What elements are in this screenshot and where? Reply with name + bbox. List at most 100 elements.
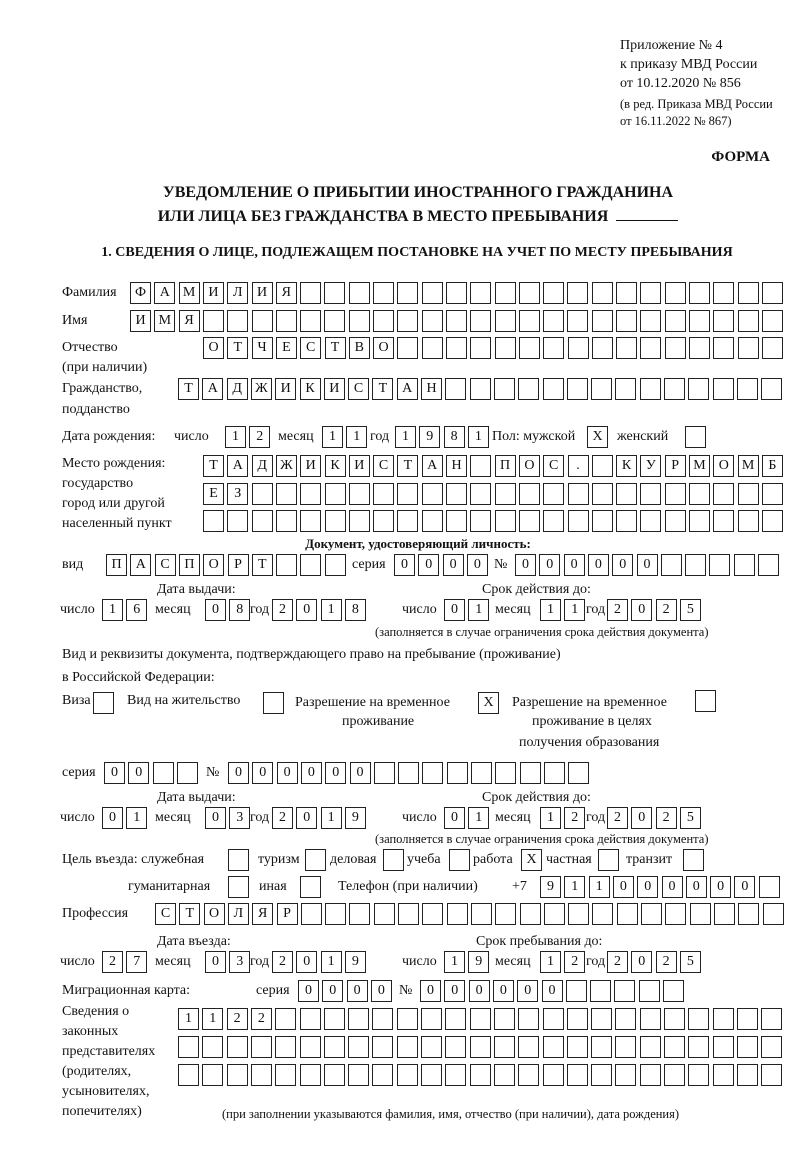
char-box[interactable]: 3 (229, 951, 251, 973)
char-box[interactable] (324, 483, 346, 505)
char-box[interactable] (493, 1036, 515, 1058)
checkbox-cell[interactable] (93, 692, 114, 714)
char-box[interactable]: 0 (468, 980, 490, 1002)
char-box[interactable]: Т (251, 554, 273, 576)
char-box[interactable] (639, 378, 661, 400)
char-box[interactable]: 1 (468, 807, 490, 829)
char-box[interactable]: А (130, 554, 152, 576)
char-box[interactable] (688, 310, 710, 332)
char-box[interactable]: 0 (205, 951, 226, 973)
char-box[interactable] (567, 510, 589, 532)
char-box[interactable] (494, 310, 516, 332)
char-box[interactable] (469, 1064, 491, 1086)
char-box[interactable] (542, 1008, 564, 1030)
char-box[interactable]: 0 (370, 980, 392, 1002)
char-box[interactable] (519, 903, 541, 925)
char-box[interactable]: 5 (679, 807, 701, 829)
char-box[interactable]: О (373, 337, 395, 359)
char-box[interactable]: 2 (272, 951, 293, 973)
char-box[interactable] (518, 282, 540, 304)
char-box[interactable] (761, 310, 783, 332)
char-box[interactable]: 0 (420, 980, 441, 1002)
char-box[interactable]: Н (446, 455, 467, 477)
char-box[interactable]: 0 (631, 599, 653, 621)
char-box[interactable] (567, 337, 589, 359)
char-box[interactable]: 2 (607, 807, 628, 829)
char-box[interactable] (640, 510, 662, 532)
char-box[interactable] (761, 510, 783, 532)
char-box[interactable]: 8 (344, 599, 366, 621)
char-box[interactable]: И (348, 455, 370, 477)
char-box[interactable]: . (567, 455, 589, 477)
char-box[interactable] (348, 310, 370, 332)
char-box[interactable] (494, 337, 516, 359)
char-box[interactable] (421, 1064, 442, 1086)
char-box[interactable] (543, 483, 565, 505)
char-box[interactable] (446, 762, 468, 784)
char-box[interactable]: 0 (661, 876, 683, 898)
char-box[interactable] (689, 337, 710, 359)
char-box[interactable]: 9 (540, 876, 561, 898)
char-box[interactable] (397, 337, 419, 359)
char-box[interactable] (397, 483, 419, 505)
char-box[interactable]: 1 (320, 807, 342, 829)
char-box[interactable]: 5 (679, 599, 701, 621)
char-box[interactable] (664, 337, 686, 359)
char-box[interactable] (470, 483, 492, 505)
char-box[interactable]: 3 (229, 807, 251, 829)
char-box[interactable]: 0 (492, 980, 514, 1002)
char-box[interactable]: Н (421, 378, 442, 400)
char-box[interactable]: 0 (205, 599, 226, 621)
char-box[interactable]: 0 (276, 762, 298, 784)
char-box[interactable]: 0 (612, 554, 634, 576)
char-box[interactable] (494, 483, 516, 505)
char-box[interactable] (372, 1036, 394, 1058)
char-box[interactable]: 1 (444, 951, 465, 973)
char-box[interactable] (421, 1008, 442, 1030)
char-box[interactable]: 1 (320, 951, 342, 973)
char-box[interactable] (469, 1036, 491, 1058)
char-box[interactable]: 0 (612, 876, 634, 898)
char-box[interactable] (590, 980, 612, 1002)
char-box[interactable] (616, 337, 638, 359)
char-box[interactable] (445, 282, 467, 304)
char-box[interactable] (712, 378, 734, 400)
char-box[interactable] (565, 980, 587, 1002)
char-box[interactable] (323, 1064, 345, 1086)
char-box[interactable] (543, 903, 565, 925)
char-box[interactable] (275, 483, 297, 505)
char-box[interactable] (614, 980, 636, 1002)
char-box[interactable] (300, 903, 322, 925)
char-box[interactable] (250, 1036, 272, 1058)
char-box[interactable] (640, 310, 662, 332)
char-box[interactable]: Ж (250, 378, 272, 400)
char-box[interactable]: 2 (272, 807, 293, 829)
char-box[interactable] (421, 483, 443, 505)
char-box[interactable]: Б (761, 455, 783, 477)
char-box[interactable] (712, 1008, 734, 1030)
char-box[interactable] (251, 310, 273, 332)
char-box[interactable] (713, 510, 735, 532)
char-box[interactable]: 1 (564, 599, 586, 621)
char-box[interactable]: 2 (655, 807, 677, 829)
char-box[interactable]: 0 (252, 762, 274, 784)
char-box[interactable]: М (689, 455, 710, 477)
char-box[interactable]: 0 (128, 762, 150, 784)
char-box[interactable]: 0 (418, 554, 440, 576)
char-box[interactable]: 0 (444, 807, 465, 829)
char-box[interactable]: И (251, 282, 273, 304)
char-box[interactable] (761, 1036, 783, 1058)
char-box[interactable] (323, 1036, 345, 1058)
char-box[interactable] (665, 903, 687, 925)
char-box[interactable] (469, 378, 491, 400)
char-box[interactable] (421, 337, 443, 359)
char-box[interactable]: З (227, 483, 249, 505)
char-box[interactable] (518, 337, 540, 359)
char-box[interactable] (568, 762, 590, 784)
char-box[interactable] (493, 1008, 515, 1030)
char-box[interactable] (566, 1036, 588, 1058)
char-box[interactable] (518, 1064, 540, 1086)
char-box[interactable] (275, 310, 297, 332)
char-box[interactable]: Р (664, 455, 686, 477)
char-box[interactable] (348, 510, 370, 532)
